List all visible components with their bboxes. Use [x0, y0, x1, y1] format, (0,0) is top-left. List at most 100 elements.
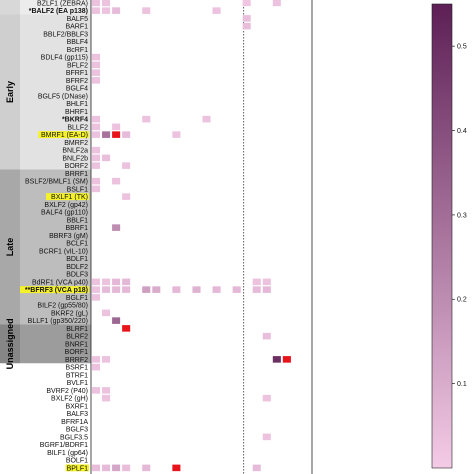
row-label: BDLF1 [66, 256, 88, 263]
row-label: BdRF1 (VCA p40) [32, 279, 88, 286]
heatmap-cell [112, 177, 121, 185]
heatmap-cell [102, 154, 111, 162]
heatmap-cell [112, 464, 121, 472]
colorbar-tick-label: 0.2 [457, 297, 467, 304]
row-label: BSRF1 [65, 365, 88, 372]
heatmap-cell [112, 278, 121, 286]
row-label: BVLF1 [67, 380, 89, 387]
heatmap-cell [252, 278, 261, 286]
row-label: BILF1 (gp64) [47, 450, 88, 457]
heatmap-cell [262, 433, 271, 441]
heatmap-cell [142, 115, 151, 123]
heatmap-cell [92, 69, 101, 76]
row-label: BGLF5 (DNase) [38, 93, 88, 100]
heatmap-cell [92, 123, 101, 131]
row-label: BKRF2 (gL) [51, 310, 88, 317]
group-label: Early [5, 81, 15, 103]
heatmap-cell [122, 162, 131, 169]
heatmap-cell [102, 387, 111, 394]
row-label: BORF2 [65, 163, 88, 170]
row-label: BDLF2 [66, 264, 88, 271]
heatmap-cell [92, 286, 101, 293]
colorbar-tick-label: 0.3 [457, 212, 467, 219]
group-label-background [20, 0, 91, 15]
heatmap-cell [92, 387, 101, 394]
heatmap-cell [202, 115, 211, 123]
row-labels: BZLF1 (ZEBRA)*BALF2 (EA p138)BALF5BARF1B… [20, 0, 89, 472]
heatmap-cells [92, 0, 291, 472]
heatmap-cell [92, 77, 101, 84]
row-label: BNLF2b [62, 155, 88, 162]
heatmap-cell [92, 115, 101, 123]
row-label: BORF1 [65, 349, 88, 356]
row-highlight [20, 286, 89, 294]
heatmap-cell [192, 286, 201, 293]
row-label: BBRF3 (gM) [49, 233, 88, 240]
row-label: BDLF3 [66, 272, 88, 279]
row-label: BGLF1 [66, 295, 88, 302]
heatmap-cell [262, 278, 271, 286]
heatmap-cell [102, 286, 111, 293]
heatmap-cell [142, 7, 151, 14]
heatmap-cell [112, 286, 121, 293]
row-label: BHRF1 [65, 109, 88, 116]
row-label: BLRF1 [66, 326, 88, 333]
row-label: BMRF1 (EA-D) [41, 132, 88, 139]
row-label: BCLF1 [66, 241, 88, 248]
row-label: BALF3 [67, 411, 89, 418]
group-band [0, 324, 20, 364]
row-label: BLLF1 (gp350/220) [28, 318, 88, 325]
row-label: BXRF1 [65, 403, 88, 410]
group-band [0, 169, 20, 325]
row-label: *BALF2 (EA p138) [29, 8, 88, 15]
heatmap-cell [152, 286, 161, 293]
heatmap-cell [112, 7, 121, 14]
row-label: BALF5 [67, 16, 89, 23]
row-label: BLRF2 [66, 334, 88, 341]
row-label: BRRF1 [65, 171, 88, 178]
heatmap-cell [122, 286, 131, 293]
heatmap-cell [102, 464, 111, 472]
heatmap-cell [92, 131, 101, 138]
row-label: BGLF3 [66, 427, 88, 434]
heatmap-cell [172, 464, 181, 472]
row-label: BMRF2 [64, 140, 88, 147]
colorbar: 0.1 0.2 0.3 0.4 0.5 [431, 3, 467, 469]
row-label: BXLF2 (gp42) [44, 202, 88, 209]
heatmap-cell [92, 363, 101, 371]
heatmap-cell [102, 309, 111, 317]
row-label: BSLF2/BMLF1 (SM) [25, 179, 88, 186]
row-label: BBLF1 [67, 217, 89, 224]
row-label: BGLF3.5 [60, 434, 88, 441]
row-label: BOLF1 [66, 458, 88, 465]
heatmap-cell [92, 146, 101, 154]
heatmap-cell [92, 464, 101, 472]
heatmap-cell [122, 464, 131, 472]
heatmap-cell [122, 193, 131, 200]
row-label: BSLF1 [67, 186, 89, 193]
group-band [0, 0, 20, 15]
heatmap-cell [122, 131, 131, 138]
group-band [0, 14, 20, 170]
group-label: Unassigned [5, 318, 15, 369]
heatmap-cell [242, 22, 251, 30]
row-label: BGRF1/BDRF1 [40, 442, 88, 449]
row-label: BHLF1 [66, 101, 88, 108]
row-label: *BKRF4 [62, 117, 88, 124]
heatmap-cell [102, 0, 111, 7]
row-label: BNRF1 [65, 341, 88, 348]
heatmap-cell [92, 177, 101, 185]
row-label: BALF4 (gp110) [41, 210, 88, 217]
heatmap-cell [92, 154, 101, 162]
heatmap-cell [122, 325, 131, 332]
row-label: BZLF1 (ZEBRA) [37, 0, 88, 7]
heatmap-cell [232, 286, 241, 293]
row-label: BBLF4 [67, 39, 89, 46]
plot-area [90, 0, 313, 474]
row-label: BXLF2 (gH) [51, 396, 88, 403]
row-label: BDLF4 (gp115) [41, 55, 88, 62]
row-label: BPLF1 [67, 465, 89, 472]
heatmap-cell [102, 131, 111, 138]
row-label: BVRF2 (P40) [46, 388, 88, 395]
